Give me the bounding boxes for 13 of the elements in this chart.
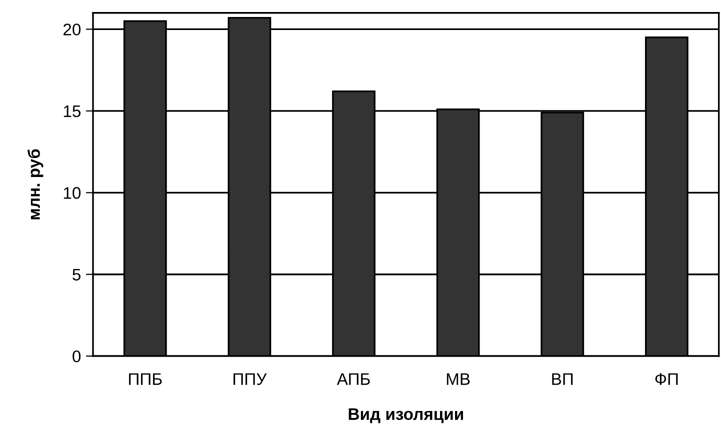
x-tick-label: ППУ xyxy=(234,373,267,385)
x-tick-label: ППБ xyxy=(129,373,162,385)
y-tick-label: 5 xyxy=(72,268,81,281)
x-axis-title: Вид изоляции xyxy=(348,408,463,424)
y-axis-title: млн. руб xyxy=(28,149,44,220)
y-tick-label: 0 xyxy=(72,350,81,362)
y-tick-label: 10 xyxy=(64,187,81,199)
x-tick-label: АПБ xyxy=(336,373,370,385)
x-tick-label: ВП xyxy=(552,373,573,385)
x-tick-label: ФП xyxy=(655,373,678,385)
x-tick-label: МВ xyxy=(446,373,470,385)
y-tick-label: 20 xyxy=(64,24,81,36)
y-tick-label: 15 xyxy=(64,106,81,118)
